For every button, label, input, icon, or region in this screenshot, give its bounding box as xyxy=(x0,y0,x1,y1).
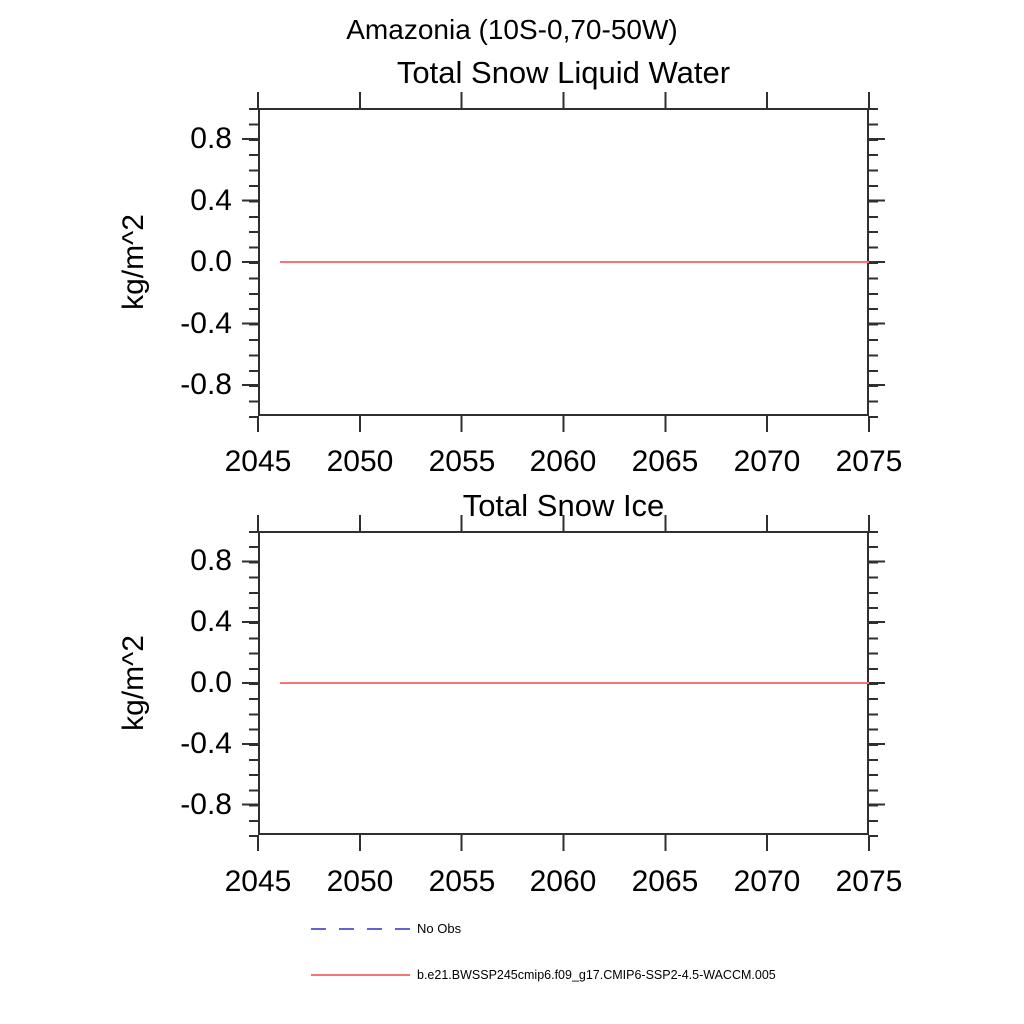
panel1-xtick-label: 2075 xyxy=(835,445,903,478)
panel1-right-major-ticks xyxy=(869,108,885,416)
panel1-top-ticks xyxy=(257,92,870,108)
panel1-ytick-label: 0.4 xyxy=(190,184,232,217)
panel1-model-series-line xyxy=(280,261,869,263)
panel2-xtick-label: 2050 xyxy=(326,865,394,898)
panel2-model-series-line xyxy=(280,682,869,684)
panel2-right-major-ticks xyxy=(869,531,885,835)
panel2-top-ticks xyxy=(257,515,870,531)
panel2-ytick-label: -0.8 xyxy=(180,788,232,821)
panel2-ytick-label: 0.8 xyxy=(190,544,232,577)
panel2-xtick-label: 2045 xyxy=(224,865,292,898)
panel1-ytick-label: 0.0 xyxy=(190,245,232,278)
panel1-xtick-label: 2045 xyxy=(224,445,292,478)
legend-no-obs-line-sample xyxy=(311,928,413,930)
panel1-xtick-label: 2050 xyxy=(326,445,394,478)
panel1-left-major-ticks xyxy=(242,108,258,416)
panel1-bottom-ticks xyxy=(257,416,870,432)
panel2-xtick-label: 2060 xyxy=(529,865,597,898)
legend-model-line-sample xyxy=(311,974,410,976)
panel2-ytick-label: 0.4 xyxy=(190,605,232,638)
pan2-xtick-label: 2065 xyxy=(631,865,699,898)
panel2-ytick-label: -0.4 xyxy=(180,727,232,760)
panel2-xtick-label: 2070 xyxy=(733,865,801,898)
panel1-ytick-label: -0.8 xyxy=(180,368,232,401)
panel1-xtick-label: 2060 xyxy=(529,445,597,478)
panel1-xtick-label: 2070 xyxy=(733,445,801,478)
main-title: Amazonia (10S-0,70-50W) xyxy=(346,14,678,45)
legend-model-label: b.e21.BWSSP245cmip6.f09_g17.CMIP6-SSP2-4… xyxy=(417,968,776,982)
panel1-ytick-label: 0.8 xyxy=(190,122,232,155)
panel1-xtick-label: 2055 xyxy=(428,445,496,478)
panel1-ytick-label: -0.4 xyxy=(180,307,232,340)
panel1-title: Total Snow Liquid Water xyxy=(396,55,731,90)
panel2-xtick-label: 2075 xyxy=(835,865,903,898)
panel2-ytick-label: 0.0 xyxy=(190,666,232,699)
panel2-bottom-ticks xyxy=(257,835,870,851)
panel1-xtick-label: 2065 xyxy=(631,445,699,478)
panel2-left-major-ticks xyxy=(242,531,258,835)
legend-no-obs-label: No Obs xyxy=(417,921,462,936)
panel2-xtick-label: 2055 xyxy=(428,865,496,898)
